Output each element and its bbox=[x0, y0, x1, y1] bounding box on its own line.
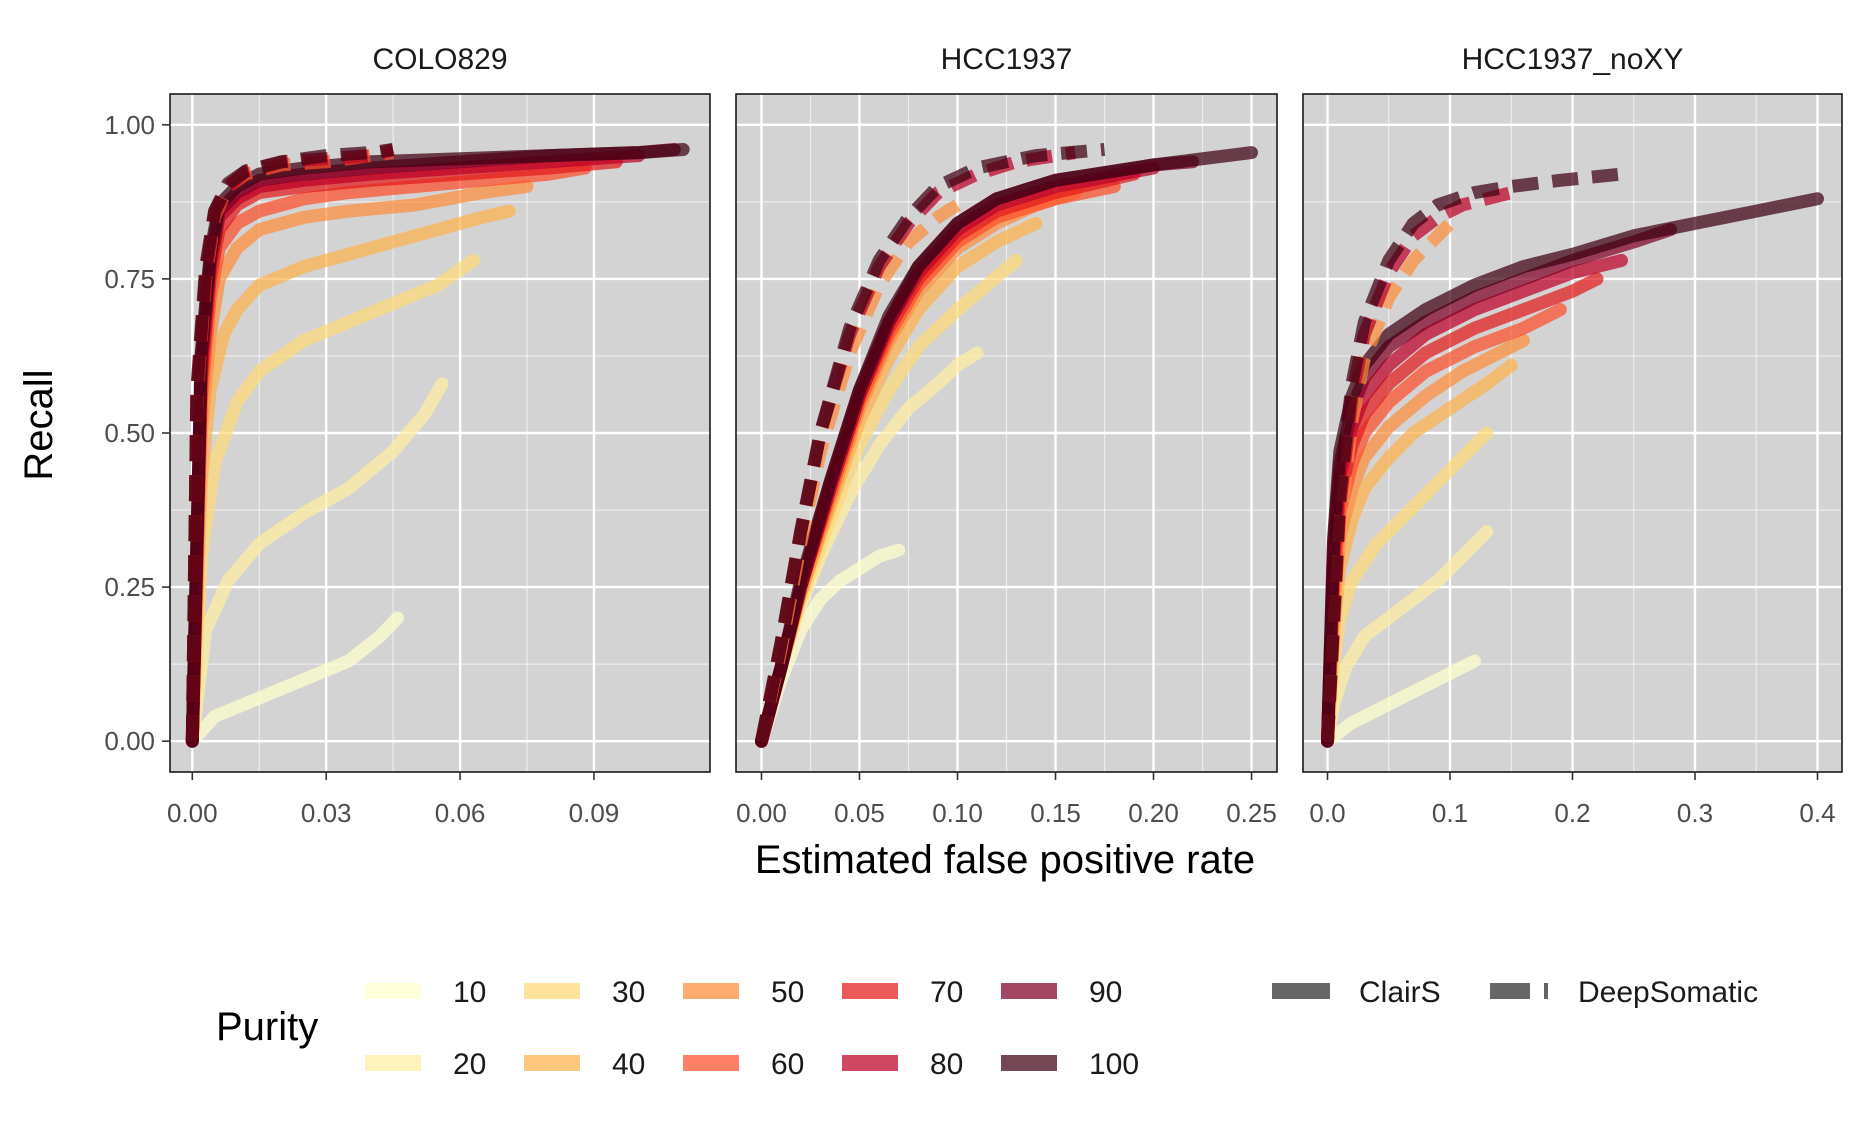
legend-label-purity-50: 50 bbox=[771, 976, 804, 1009]
facet-panels: COLO829 0.00 0.03 0.06 0.09 HCC1937 0.00 0.05 0.… bbox=[167, 43, 1843, 828]
legend-label-purity-40: 40 bbox=[612, 1048, 645, 1081]
x-axis-title: Estimated false positive rate bbox=[755, 838, 1255, 882]
x-tick-label: 0.4 bbox=[1799, 798, 1835, 828]
deepsomatic-line-purity-50 bbox=[1321, 218, 1455, 742]
x-tick-label: 0.10 bbox=[932, 798, 983, 828]
legend-label-purity-30: 30 bbox=[612, 976, 645, 1009]
clairs-line-purity-20 bbox=[185, 377, 449, 748]
x-tick-label: 0.3 bbox=[1677, 798, 1713, 828]
legend-label-purity-80: 80 bbox=[930, 1048, 963, 1081]
deepsomatic-line-purity-100 bbox=[755, 143, 1106, 743]
clairs-line-purity-100 bbox=[755, 146, 1258, 748]
legend-label-purity-70: 70 bbox=[930, 976, 963, 1009]
clairs-line-purity-10 bbox=[1321, 654, 1481, 748]
panel-title: HCC1937 bbox=[941, 43, 1073, 76]
panel-title: COLO829 bbox=[372, 43, 507, 76]
y-tick-label: 1.00 bbox=[104, 110, 155, 140]
legend-label-deepsomatic: DeepSomatic bbox=[1578, 976, 1758, 1009]
legend-label-clairs: ClairS bbox=[1359, 976, 1441, 1009]
legend: Purity 10 20 30 40 50 60 70 80 90 100 ClairS DeepSo… bbox=[216, 976, 1758, 1081]
panel-2: HCC1937_noXY 0.0 0.1 0.2 0.3 0.4 bbox=[1302, 43, 1843, 828]
deepsomatic-line-purity-100 bbox=[1321, 167, 1623, 742]
panel-0: COLO829 0.00 0.03 0.06 0.09 bbox=[167, 43, 711, 828]
y-axis-title: Recall bbox=[17, 369, 61, 480]
panel-border bbox=[735, 93, 1278, 773]
x-tick-label: 0.0 bbox=[1309, 798, 1345, 828]
x-tick-label: 0.2 bbox=[1554, 798, 1590, 828]
x-tick-label: 0.25 bbox=[1226, 798, 1277, 828]
y-tick-label: 0.50 bbox=[104, 418, 155, 448]
y-tick-label: 0.25 bbox=[104, 572, 155, 602]
legend-title: Purity bbox=[216, 1005, 318, 1049]
x-tick-label: 0.1 bbox=[1432, 798, 1468, 828]
legend-label-purity-10: 10 bbox=[453, 976, 486, 1009]
panel-1: HCC1937 0.00 0.05 0.10 0.15 0.20 0.25 bbox=[735, 43, 1278, 828]
legend-label-purity-100: 100 bbox=[1089, 1048, 1139, 1081]
clairs-line-purity-10 bbox=[185, 611, 405, 748]
clairs-line-purity-30 bbox=[185, 253, 480, 748]
y-axis: 0.00 0.25 0.50 0.75 1.00 bbox=[104, 110, 170, 756]
x-tick-label: 0.05 bbox=[834, 798, 885, 828]
legend-label-purity-90: 90 bbox=[1089, 976, 1122, 1009]
x-tick-label: 0.00 bbox=[167, 798, 218, 828]
panel-title: HCC1937_noXY bbox=[1462, 43, 1684, 76]
legend-label-purity-20: 20 bbox=[453, 1048, 486, 1081]
y-tick-label: 0.00 bbox=[104, 726, 155, 756]
legend-items: 10 20 30 40 50 60 70 80 90 100 ClairS DeepSomatic bbox=[365, 976, 1758, 1081]
x-tick-label: 0.03 bbox=[301, 798, 352, 828]
x-tick-label: 0.15 bbox=[1030, 798, 1081, 828]
x-tick-label: 0.20 bbox=[1128, 798, 1179, 828]
deepsomatic-line-purity-100 bbox=[185, 143, 394, 742]
x-tick-label: 0.09 bbox=[569, 798, 620, 828]
legend-label-purity-60: 60 bbox=[771, 1048, 804, 1081]
x-tick-label: 0.06 bbox=[435, 798, 486, 828]
x-tick-label: 0.00 bbox=[736, 798, 787, 828]
y-tick-label: 0.75 bbox=[104, 264, 155, 294]
